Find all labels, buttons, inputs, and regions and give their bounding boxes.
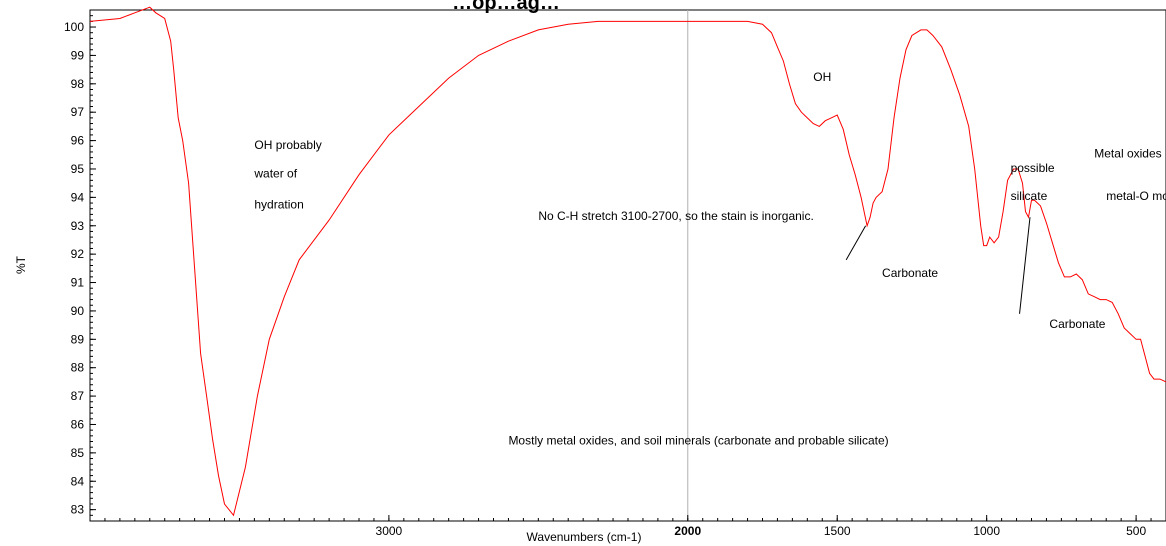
annotation-label: water of [253,166,297,180]
y-tick-label: 96 [71,134,85,148]
x-tick-label: 1500 [824,524,851,538]
y-tick-label: 95 [71,162,85,176]
annotation-pointer-line [845,225,867,261]
y-axis: 100 99 98 97 96 95 94 93 92 91 90 89 88 87 86 85 84 83 [64,15,96,522]
y-tick-label: 88 [71,361,85,375]
x-axis-title: Wavenumbers (cm-1) [527,530,642,544]
y-tick-label: 83 [71,503,85,517]
annotation-pointers [845,217,1031,314]
spectrum-series-line [89,6,1166,517]
y-tick-label: 94 [71,190,85,204]
y-tick-label: 98 [71,77,85,91]
annotation-label: OH probably [254,138,321,152]
annotation-label: No C-H stretch 3100-2700, so the stain i… [538,209,813,223]
annotation-label: Carbonate [882,266,938,280]
y-tick-label: 97 [71,105,85,119]
annotation-label: hydration [254,198,303,212]
annotation-label: Mostly metal oxides, and soil minerals (… [508,433,888,447]
y-tick-label: 87 [71,389,85,403]
x-tick-label: 2000 [674,524,701,538]
y-tick-label: 90 [71,304,85,318]
annotation-label: silicate [1011,189,1048,203]
annotation-label: OH [813,70,831,84]
annotation-label: metal-O modes [1106,189,1166,203]
annotation-label: Carbonate [1049,317,1105,331]
y-tick-label: 86 [71,417,85,431]
chart-title: …op…ag… [452,0,560,14]
y-tick-label: 91 [71,276,85,290]
x-tick-label: 3000 [376,524,403,538]
y-tick-label: 92 [71,247,85,261]
y-tick-label: 93 [71,219,85,233]
y-tick-label: 100 [64,20,84,34]
y-axis-title: %T [14,255,28,274]
annotations: OH probably water of hydration No C-H stret… [253,70,1166,447]
x-tick-label: 1000 [973,524,1000,538]
x-axis: 3000 2000 1500 1000 500 [104,515,1152,538]
y-tick-label: 85 [71,446,85,460]
y-tick-label: 84 [71,474,85,488]
x-tick-label: 500 [1126,524,1146,538]
annotation-pointer-line [1019,217,1031,314]
y-tick-label: 99 [71,48,85,62]
annotation-label: possible [1011,161,1055,175]
y-tick-label: 89 [71,332,85,346]
annotation-label: Metal oxides [1094,147,1161,161]
